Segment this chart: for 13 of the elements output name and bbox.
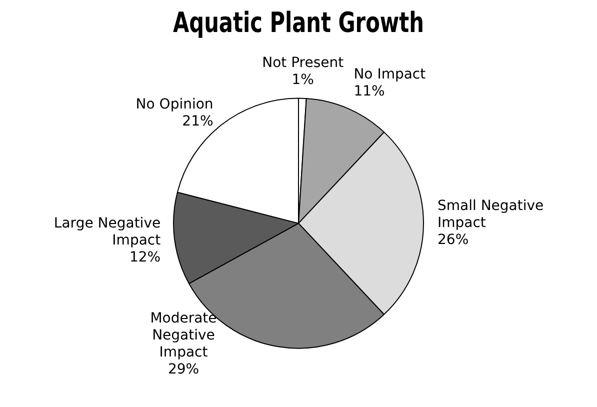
slice-label: No Impact (354, 66, 426, 82)
data-label: 11% (354, 83, 385, 100)
slice-label: Large Negative Impact (54, 215, 162, 248)
slice-label: Moderate Negative Impact (150, 310, 217, 360)
data-label: 21% (182, 114, 214, 130)
slice-label: Small Negative Impact (438, 198, 544, 231)
chart-title: Aquatic Plant Growth (173, 6, 424, 39)
data-label: 29% (168, 361, 200, 378)
data-label: 12% (129, 249, 161, 266)
slice-label: Not Present (262, 55, 344, 72)
data-label: 26% (438, 232, 469, 248)
data-label: 1% (292, 72, 314, 88)
slice-label: No Opinion (136, 96, 214, 113)
